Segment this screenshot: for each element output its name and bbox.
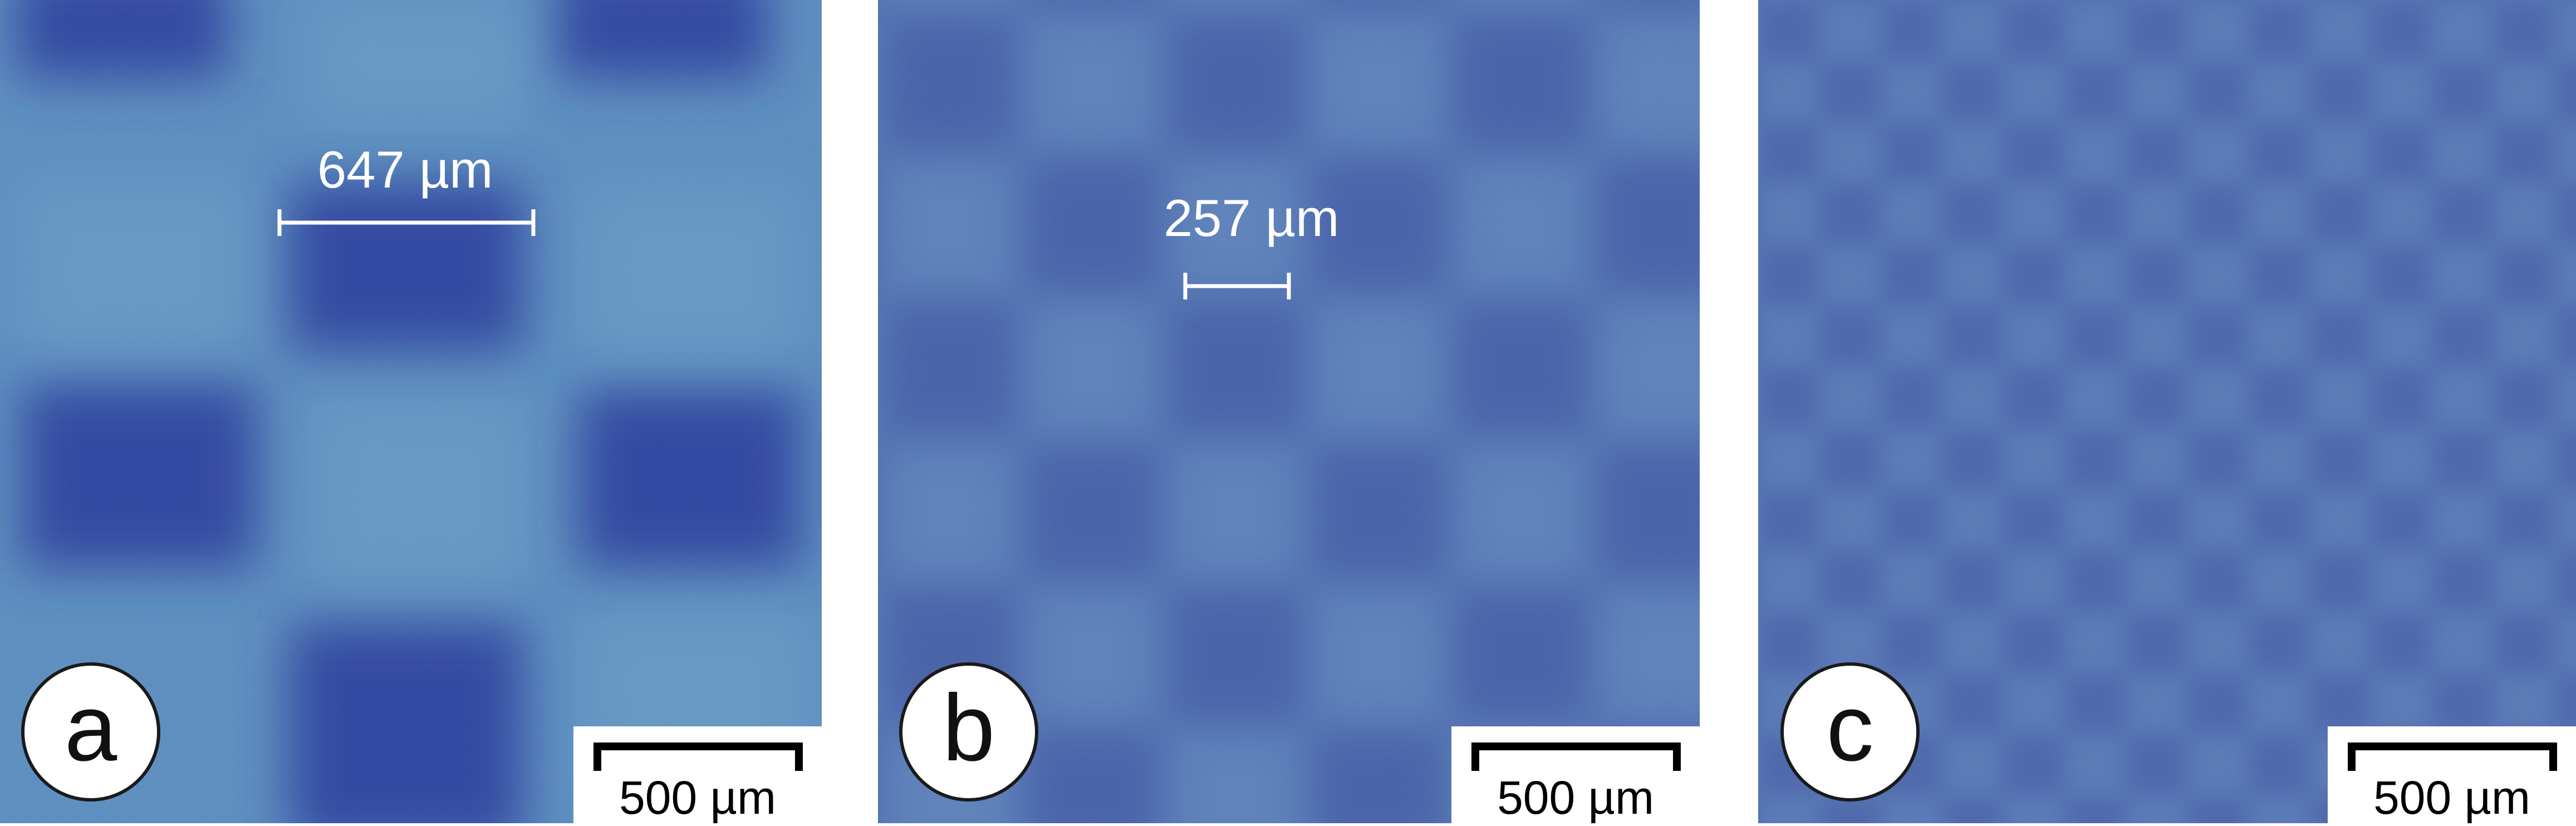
micrograph-panel-b: 257 µm b 500 µm <box>878 0 1700 823</box>
overlay-c: c 500 µm <box>1758 0 2576 823</box>
panel-letter-c: c <box>1826 675 1874 781</box>
measurement-label-b: 257 µm <box>1164 189 1339 247</box>
scale-bar-box-c: 500 µm <box>2328 726 2576 823</box>
overlay-b: 257 µm b 500 µm <box>878 0 1700 823</box>
scale-bar-label-c: 500 µm <box>2373 771 2530 823</box>
micrograph-panel-a: 647 µm a 500 µm <box>0 0 822 823</box>
scale-bar-label-a: 500 µm <box>619 771 776 823</box>
scale-bar-c <box>2348 743 2557 771</box>
measurement-bar-a <box>277 209 536 236</box>
scale-bar-box-a: 500 µm <box>573 726 822 823</box>
panel-letter-b: b <box>942 675 995 781</box>
scale-bar-b <box>1471 743 1681 771</box>
panel-letter-badge-b: b <box>899 662 1038 802</box>
scale-bar-box-b: 500 µm <box>1451 726 1700 823</box>
panel-letter-badge-a: a <box>21 662 160 802</box>
panel-letter-a: a <box>64 675 117 781</box>
scale-bar-a <box>593 743 803 771</box>
micrograph-panel-c: c 500 µm <box>1758 0 2576 823</box>
overlay-a: 647 µm a 500 µm <box>0 0 822 823</box>
scale-bar-label-b: 500 µm <box>1497 771 1654 823</box>
measurement-bar-b <box>1183 273 1291 299</box>
measurement-label-a: 647 µm <box>317 140 493 199</box>
micrograph-image-a <box>0 0 822 823</box>
panel-letter-badge-c: c <box>1780 662 1920 802</box>
